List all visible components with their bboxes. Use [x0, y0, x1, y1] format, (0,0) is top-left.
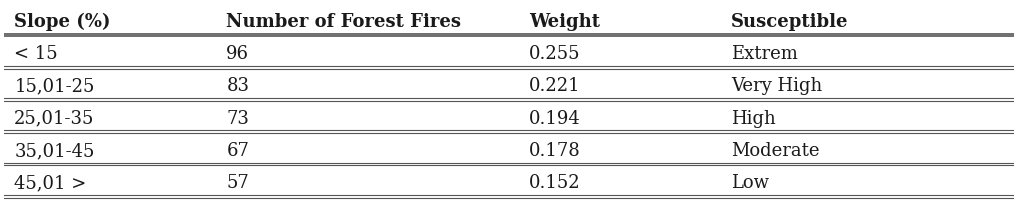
- Text: 35,01-45: 35,01-45: [14, 142, 95, 160]
- Text: 96: 96: [226, 45, 249, 63]
- Text: 67: 67: [226, 142, 249, 160]
- Text: 83: 83: [226, 77, 249, 95]
- Text: Moderate: Moderate: [731, 142, 819, 160]
- Text: Extrem: Extrem: [731, 45, 798, 63]
- Text: < 15: < 15: [14, 45, 58, 63]
- Text: 0.194: 0.194: [529, 110, 581, 128]
- Text: 15,01-25: 15,01-25: [14, 77, 95, 95]
- Text: 25,01-35: 25,01-35: [14, 110, 95, 128]
- Text: 45,01 >: 45,01 >: [14, 174, 87, 192]
- Text: Weight: Weight: [529, 13, 601, 31]
- Text: 0.255: 0.255: [529, 45, 580, 63]
- Text: 0.221: 0.221: [529, 77, 581, 95]
- Text: High: High: [731, 110, 776, 128]
- Text: Susceptible: Susceptible: [731, 13, 849, 31]
- Text: Slope (%): Slope (%): [14, 13, 111, 31]
- Text: Very High: Very High: [731, 77, 823, 95]
- Text: 0.152: 0.152: [529, 174, 581, 192]
- Text: Number of Forest Fires: Number of Forest Fires: [226, 13, 461, 31]
- Text: 57: 57: [226, 174, 249, 192]
- Text: 73: 73: [226, 110, 249, 128]
- Text: 0.178: 0.178: [529, 142, 581, 160]
- Text: Low: Low: [731, 174, 770, 192]
